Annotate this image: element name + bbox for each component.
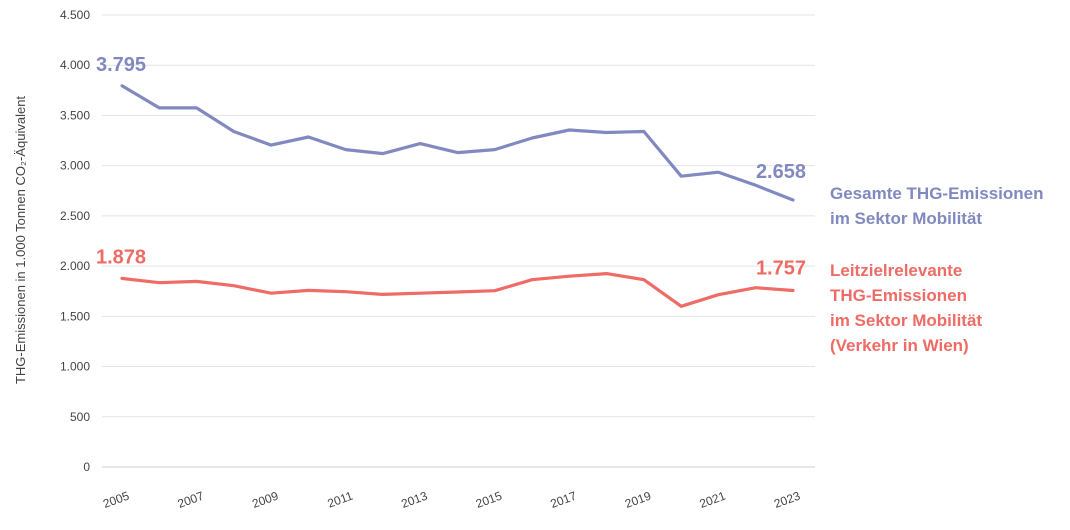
- y-axis-ticks: 0 500 1.000 1.500 2.000 2.500 3.000 3.500 4.000 4…: [60, 8, 90, 474]
- y-axis-label: THG-Emissionen in 1.000 Tonnen CO₂-Äquiv…: [13, 96, 28, 384]
- legend-entry-line: (Verkehr in Wien): [830, 336, 969, 355]
- x-tick-label: 2021: [698, 489, 728, 511]
- legend-entry-line: Gesamte THG-Emissionen: [830, 184, 1044, 203]
- x-tick-label: 2023: [772, 489, 802, 511]
- x-axis-ticks: 2005 2007 2009 2011 2013 2015 2017 2019 2021 2023: [101, 489, 802, 511]
- end-value-label: 1.757: [756, 258, 806, 280]
- x-tick-label: 2017: [548, 489, 578, 511]
- y-tick-label: 1.000: [60, 360, 90, 374]
- start-value-label: 3.795: [96, 54, 146, 76]
- y-tick-label: 4.000: [60, 58, 90, 72]
- y-tick-label: 500: [70, 410, 90, 424]
- legend-entry-line: im Sektor Mobilität: [830, 311, 982, 330]
- x-tick-label: 2011: [326, 489, 355, 511]
- x-tick-label: 2013: [399, 489, 429, 511]
- gridlines: [102, 14, 815, 468]
- legend-entry-line: im Sektor Mobilität: [830, 209, 982, 228]
- y-tick-label: 1.500: [60, 309, 90, 323]
- value-labels: 3.795 2.658 1.878 1.757: [96, 54, 806, 280]
- y-tick-label: 2.500: [60, 209, 90, 223]
- legend-entry-line: Leitzielrelevante: [830, 261, 962, 280]
- x-tick-label: 2019: [623, 489, 653, 511]
- end-value-label: 2.658: [756, 161, 806, 183]
- y-tick-label: 3.500: [60, 108, 90, 122]
- x-tick-label: 2005: [101, 489, 131, 511]
- start-value-label: 1.878: [96, 246, 146, 268]
- x-tick-label: 2009: [250, 489, 280, 511]
- series-line-gesamt: [120, 84, 795, 202]
- legend-entry-line: THG-Emissionen: [830, 286, 967, 305]
- x-tick-label: 2015: [474, 489, 504, 511]
- y-tick-label: 4.500: [60, 8, 90, 22]
- legend: Gesamte THG-Emissionen im Sektor Mobilitä…: [830, 184, 1044, 355]
- series-lines: [120, 84, 795, 308]
- x-tick-label: 2007: [176, 489, 206, 511]
- y-tick-label: 2.000: [60, 259, 90, 273]
- y-tick-label: 0: [83, 460, 90, 474]
- y-tick-label: 3.000: [60, 159, 90, 173]
- series-line-leitziel: [120, 272, 795, 308]
